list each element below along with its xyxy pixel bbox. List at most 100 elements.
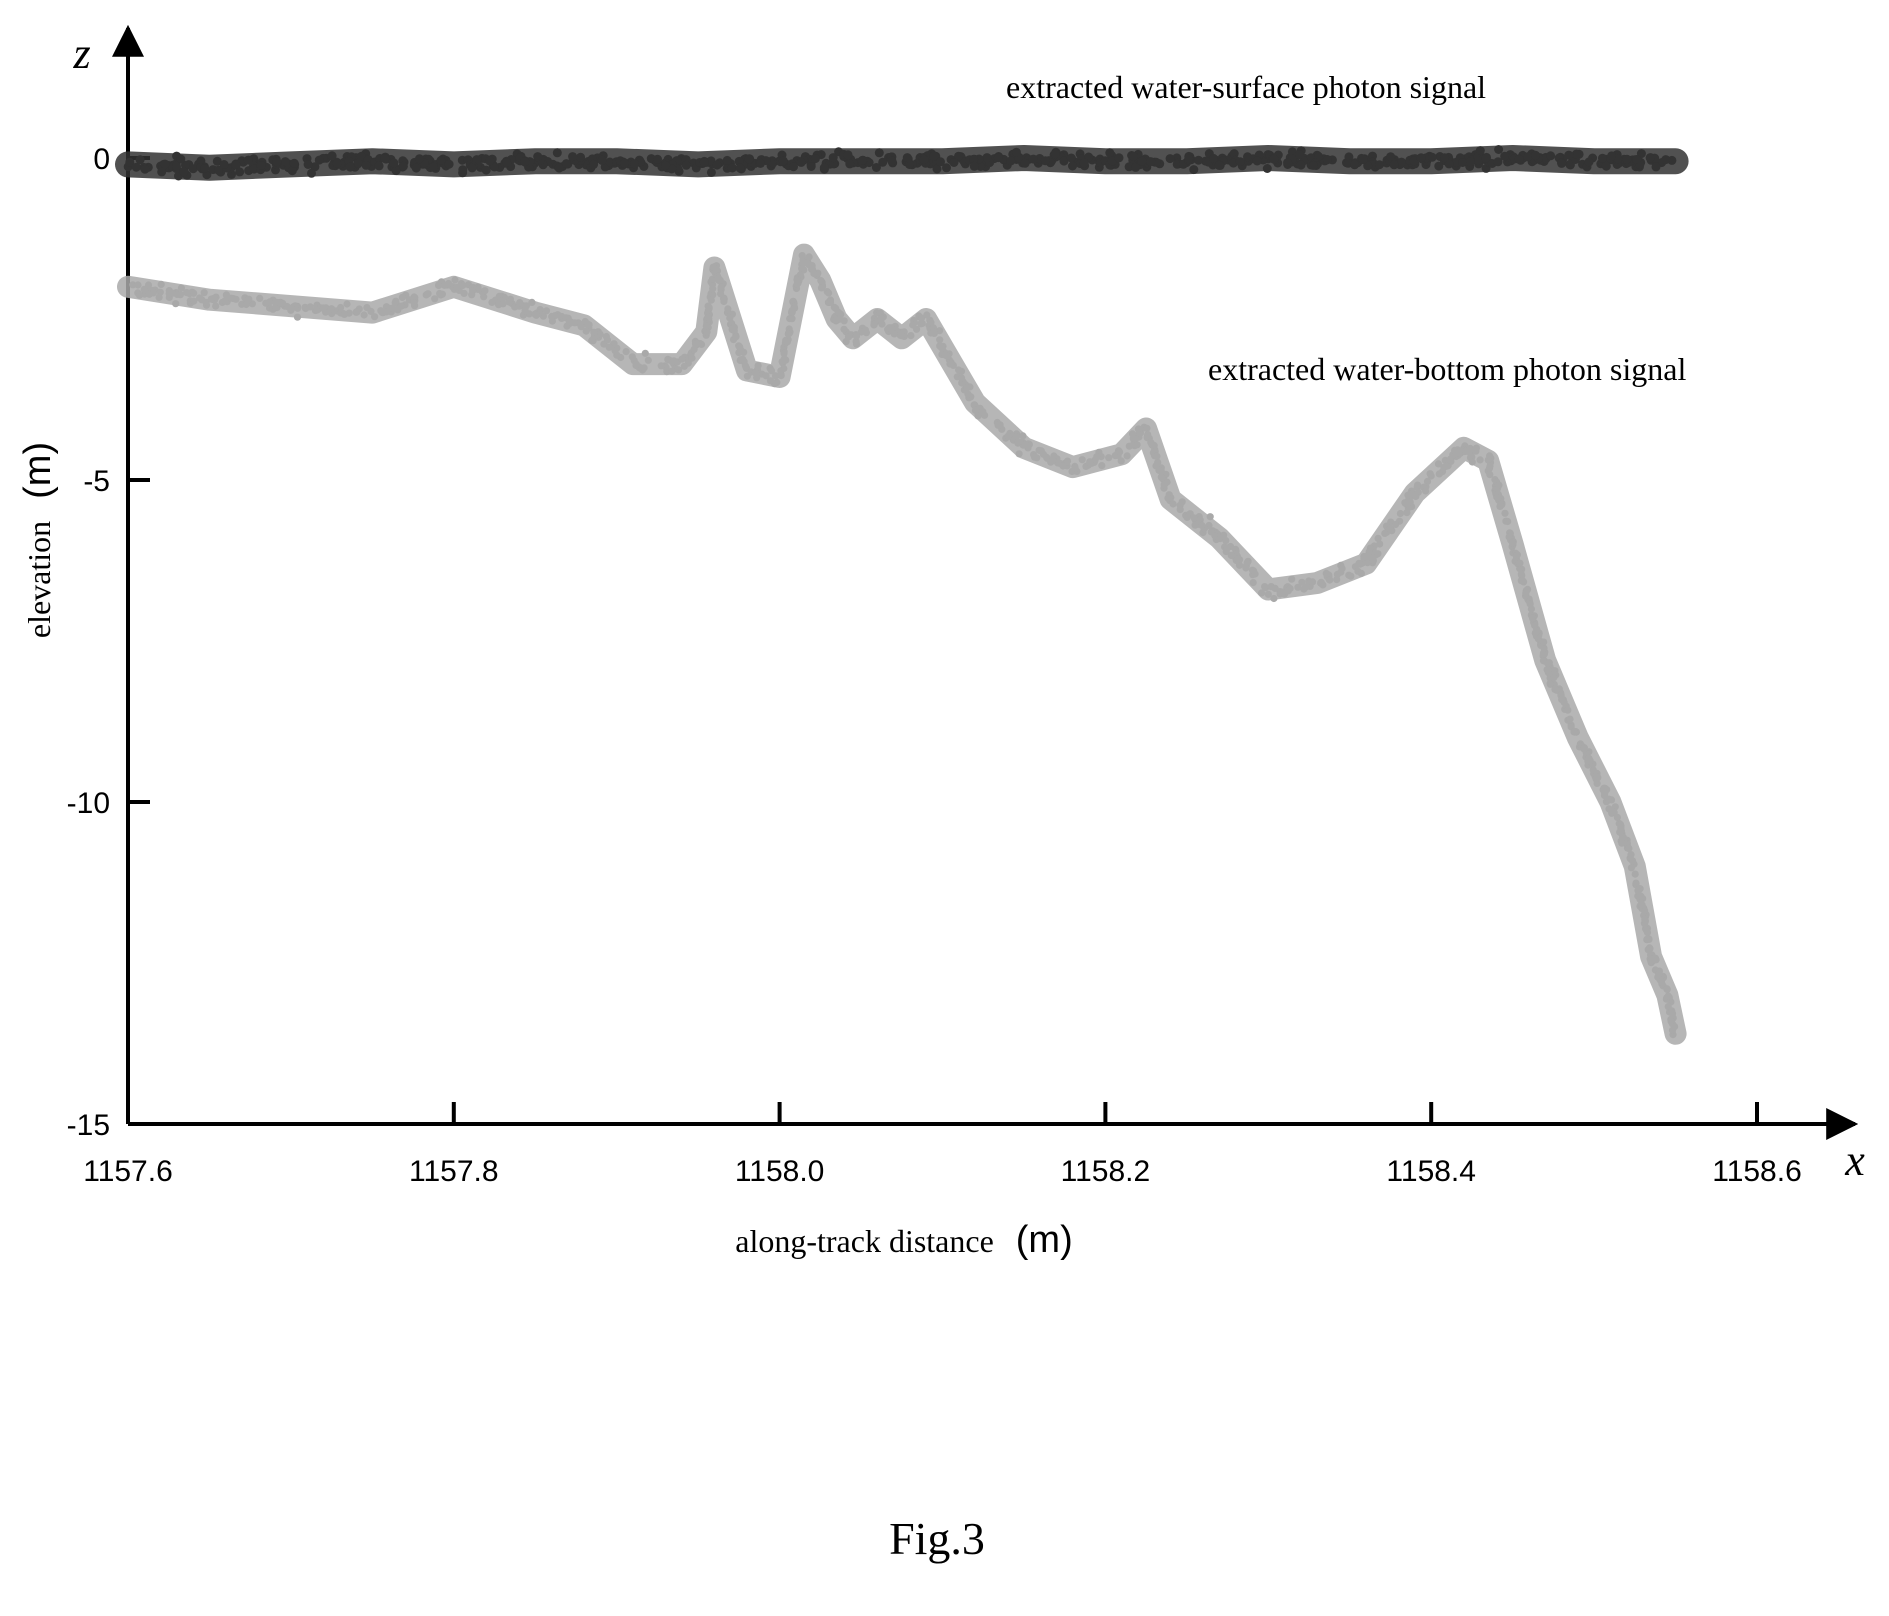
svg-text:elevation (m): elevation (m): [17, 442, 59, 638]
water-surface-point: [936, 157, 945, 167]
water-bottom-point: [340, 310, 348, 318]
water-bottom-point: [1435, 470, 1443, 478]
water-bottom-point: [930, 328, 938, 336]
water-bottom-point: [276, 299, 284, 307]
water-bottom-point: [840, 325, 848, 333]
water-surface-point: [374, 161, 384, 171]
water-bottom-point: [1086, 459, 1094, 467]
water-surface-point: [1243, 152, 1252, 162]
water-surface-point: [828, 153, 838, 163]
water-bottom-point: [1618, 839, 1626, 847]
water-bottom-point: [1476, 456, 1484, 464]
water-bottom-point: [435, 281, 443, 289]
water-surface-point: [1214, 160, 1224, 170]
water-surface-point: [219, 160, 229, 169]
water-bottom-point: [1551, 685, 1559, 694]
water-bottom-point: [157, 280, 165, 288]
water-bottom-point: [460, 289, 468, 297]
water-bottom-point: [1098, 462, 1106, 470]
water-bottom-point: [1472, 444, 1480, 452]
water-bottom-point: [468, 291, 476, 299]
water-surface-point: [1571, 149, 1581, 159]
water-surface-point: [1050, 149, 1060, 159]
water-surface-point: [1473, 156, 1483, 166]
water-bottom-point: [771, 372, 780, 380]
water-surface-annotation: extracted water-surface photon signal: [1006, 69, 1486, 105]
water-bottom-point: [1526, 600, 1534, 608]
water-bottom-point: [353, 308, 361, 316]
water-bottom-point: [1641, 915, 1649, 924]
water-surface-point: [1500, 151, 1510, 161]
water-surface-point: [256, 161, 266, 170]
water-bottom-point: [532, 311, 540, 319]
water-bottom-point: [1391, 520, 1400, 529]
water-bottom-point: [1242, 564, 1250, 572]
water-bottom-point: [436, 289, 444, 298]
water-surface-point: [568, 152, 578, 162]
series-layer: [115, 145, 1689, 1045]
water-bottom-point: [1508, 539, 1517, 547]
water-bottom-point: [1190, 514, 1198, 522]
water-surface-point: [727, 163, 737, 173]
water-bottom-point: [1004, 432, 1012, 440]
water-surface-point: [552, 148, 562, 158]
water-bottom-point: [1169, 500, 1177, 508]
water-surface-point: [735, 163, 745, 173]
water-surface-point: [878, 157, 888, 167]
water-bottom-point: [1627, 855, 1635, 863]
water-surface-point: [712, 160, 722, 170]
water-bottom-point: [1035, 446, 1043, 454]
water-bottom-point: [190, 289, 198, 297]
water-bottom-point: [1643, 935, 1651, 943]
water-bottom-point: [288, 305, 296, 313]
water-bottom-point: [343, 300, 351, 308]
water-bottom-point: [200, 289, 208, 297]
water-bottom-point: [1033, 454, 1041, 462]
water-bottom-point: [1434, 460, 1443, 468]
water-surface-point: [280, 157, 290, 167]
water-bottom-point: [1357, 569, 1365, 578]
water-bottom-point: [431, 295, 439, 303]
water-bottom-point: [1540, 638, 1548, 646]
water-bottom-point: [1270, 594, 1278, 603]
water-bottom-point: [885, 324, 894, 332]
water-bottom-point: [190, 297, 198, 305]
water-surface-point: [1494, 145, 1504, 154]
water-surface-point: [756, 158, 765, 168]
water-bottom-point: [1015, 450, 1023, 458]
water-bottom-point: [1631, 870, 1639, 878]
water-bottom-point: [1014, 438, 1022, 446]
water-surface-point: [887, 156, 897, 166]
water-bottom-point: [955, 366, 963, 374]
water-bottom-point: [1423, 477, 1432, 485]
water-bottom-point: [777, 372, 785, 380]
water-surface-point: [949, 158, 959, 167]
water-bottom-point: [1616, 828, 1624, 836]
water-bottom-point: [657, 362, 665, 370]
water-surface-point: [819, 163, 829, 173]
water-bottom-point: [1501, 509, 1509, 517]
water-surface-point: [213, 165, 223, 175]
water-bottom-point: [1326, 576, 1334, 584]
water-bottom-point: [1271, 584, 1279, 593]
water-surface-point: [1481, 153, 1491, 163]
water-bottom-point: [1133, 441, 1141, 449]
water-surface-point: [1322, 155, 1332, 165]
water-bottom-point: [410, 299, 418, 307]
water-bottom-point: [474, 285, 482, 293]
water-surface-point: [1584, 157, 1594, 167]
water-bottom-point: [622, 348, 630, 356]
water-bottom-point: [363, 304, 371, 312]
water-bottom-point: [907, 332, 915, 340]
water-bottom-point: [724, 305, 732, 313]
water-surface-point: [411, 163, 421, 173]
water-surface-point: [605, 157, 615, 167]
water-bottom-point: [1647, 957, 1655, 965]
water-surface-point: [734, 156, 744, 166]
water-surface-point: [597, 155, 607, 165]
water-surface-point: [1475, 146, 1485, 156]
water-surface-point: [389, 158, 399, 168]
water-bottom-point: [1012, 433, 1020, 441]
x-tick-label: 1158.2: [1061, 1155, 1151, 1188]
